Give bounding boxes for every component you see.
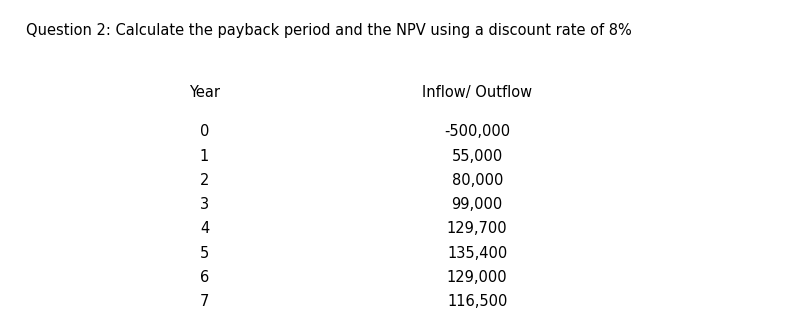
Text: 2: 2 bbox=[200, 173, 209, 188]
Text: 99,000: 99,000 bbox=[452, 197, 503, 212]
Text: 135,400: 135,400 bbox=[447, 246, 508, 261]
Text: 4: 4 bbox=[200, 221, 209, 236]
Text: 5: 5 bbox=[200, 246, 209, 261]
Text: Inflow/ Outflow: Inflow/ Outflow bbox=[422, 85, 533, 100]
Text: 80,000: 80,000 bbox=[452, 173, 503, 188]
Text: 6: 6 bbox=[200, 270, 209, 285]
Text: -500,000: -500,000 bbox=[444, 124, 510, 139]
Text: 129,000: 129,000 bbox=[447, 270, 508, 285]
Text: 3: 3 bbox=[200, 197, 209, 212]
Text: 7: 7 bbox=[200, 294, 209, 309]
Text: 55,000: 55,000 bbox=[452, 149, 503, 164]
Text: 116,500: 116,500 bbox=[447, 294, 508, 309]
Text: Question 2: Calculate the payback period and the NPV using a discount rate of 8%: Question 2: Calculate the payback period… bbox=[26, 23, 632, 38]
Text: 0: 0 bbox=[200, 124, 209, 139]
Text: 1: 1 bbox=[200, 149, 209, 164]
Text: Year: Year bbox=[189, 85, 220, 100]
Text: 129,700: 129,700 bbox=[447, 221, 508, 236]
